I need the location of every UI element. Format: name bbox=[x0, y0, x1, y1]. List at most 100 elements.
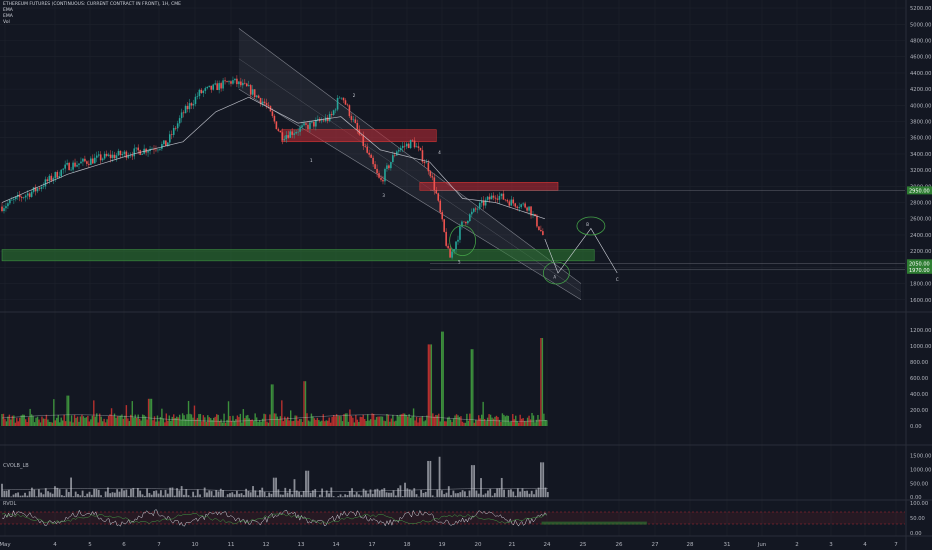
cvd-bar bbox=[219, 488, 222, 498]
volume-bar bbox=[242, 409, 245, 426]
cvd-bar bbox=[155, 490, 158, 498]
candle-body bbox=[42, 186, 45, 188]
cvd-bar bbox=[390, 492, 393, 498]
cvd-bar bbox=[33, 489, 36, 498]
candle-body bbox=[490, 195, 493, 200]
volume-bar bbox=[415, 416, 418, 426]
volume-bar bbox=[430, 344, 433, 426]
volume-bar bbox=[93, 400, 95, 426]
volume-bar bbox=[520, 418, 523, 426]
volume-bar bbox=[149, 398, 151, 426]
cvd-ma-line bbox=[1, 488, 548, 492]
candle-body bbox=[82, 158, 84, 162]
cvd-bar bbox=[427, 460, 429, 498]
volume-bar bbox=[51, 422, 54, 426]
volume-bar bbox=[411, 416, 413, 426]
cvd-bar bbox=[392, 490, 395, 498]
volume-bar bbox=[250, 419, 252, 426]
volume-bar bbox=[201, 421, 203, 426]
candle-body bbox=[433, 177, 436, 191]
candle-body bbox=[388, 165, 390, 169]
volume-bar bbox=[341, 421, 344, 426]
candle-body bbox=[265, 103, 268, 106]
y-tick-label: 4600.00 bbox=[910, 55, 931, 61]
cvd-bar bbox=[399, 485, 402, 498]
candle-body bbox=[348, 105, 351, 117]
volume-bar bbox=[208, 417, 210, 426]
cvd-bar bbox=[268, 492, 271, 498]
volume-bar bbox=[45, 414, 48, 426]
volume-bar bbox=[29, 408, 31, 426]
candle-body bbox=[368, 152, 370, 155]
volume-bar bbox=[60, 417, 62, 426]
candle-body bbox=[88, 163, 90, 165]
volume-bar bbox=[90, 419, 92, 426]
candle-body bbox=[441, 212, 444, 220]
volume-bar bbox=[213, 417, 215, 426]
candle-body bbox=[476, 208, 479, 210]
volume-bar bbox=[383, 420, 385, 426]
cvd-bar bbox=[436, 489, 439, 498]
cvd-bar bbox=[26, 495, 29, 498]
volume-bar bbox=[349, 409, 351, 426]
cvd-bar bbox=[424, 491, 427, 498]
volume-bar bbox=[353, 422, 356, 426]
volume-bar bbox=[64, 421, 67, 426]
candle-body bbox=[320, 120, 323, 122]
volume-bar bbox=[180, 419, 182, 426]
cvd-bar bbox=[312, 490, 314, 498]
wave-label: A bbox=[553, 275, 556, 280]
volume-bar bbox=[307, 420, 310, 426]
volume-bar bbox=[312, 416, 314, 426]
volume-bar bbox=[221, 422, 224, 426]
candle-body bbox=[228, 81, 230, 83]
volume-bar bbox=[295, 415, 298, 426]
cvd-bar bbox=[367, 493, 370, 498]
candle-body bbox=[80, 161, 82, 164]
candle-body bbox=[522, 203, 524, 205]
candle-body bbox=[7, 203, 9, 207]
candle-body bbox=[86, 161, 88, 164]
candle-body bbox=[222, 80, 224, 89]
candle-body bbox=[506, 200, 509, 202]
cvd-bar bbox=[314, 489, 317, 498]
cvd-bar bbox=[256, 495, 259, 498]
volume-bar bbox=[127, 418, 129, 426]
cvd-bar bbox=[120, 488, 123, 498]
candle-body bbox=[192, 103, 195, 106]
candle-body bbox=[176, 123, 179, 129]
candle-body bbox=[538, 226, 540, 230]
cvd-bar bbox=[249, 492, 252, 498]
volume-bar bbox=[59, 422, 61, 426]
candle-body bbox=[338, 97, 341, 99]
volume-bar bbox=[522, 418, 524, 426]
cvd-bar bbox=[127, 495, 130, 498]
candle-body bbox=[419, 147, 422, 151]
candle-body bbox=[22, 197, 25, 199]
candle-body bbox=[182, 112, 185, 114]
candle-body bbox=[168, 134, 171, 143]
x-tick-label: 7 bbox=[894, 542, 898, 548]
candle-body bbox=[421, 150, 424, 162]
volume-bar bbox=[365, 421, 367, 426]
volume-bar bbox=[100, 416, 102, 426]
volume-bar bbox=[207, 415, 209, 426]
candle-body bbox=[13, 199, 15, 200]
volume-bar bbox=[515, 415, 517, 426]
volume-bar bbox=[82, 416, 85, 426]
candle-body bbox=[390, 162, 392, 169]
cvd-bar bbox=[24, 492, 26, 498]
volume-bar bbox=[331, 416, 333, 426]
volume-bar bbox=[199, 413, 202, 426]
volume-bar bbox=[2, 413, 5, 426]
volume-bar bbox=[409, 417, 412, 426]
candle-body bbox=[245, 83, 248, 87]
candle-body bbox=[105, 153, 108, 156]
volume-bar bbox=[236, 415, 239, 426]
x-tick-label: 25 bbox=[580, 542, 587, 548]
volume-bar bbox=[23, 414, 25, 426]
candle-body bbox=[289, 131, 292, 138]
volume-bar bbox=[85, 417, 88, 426]
candle-body bbox=[305, 123, 307, 125]
